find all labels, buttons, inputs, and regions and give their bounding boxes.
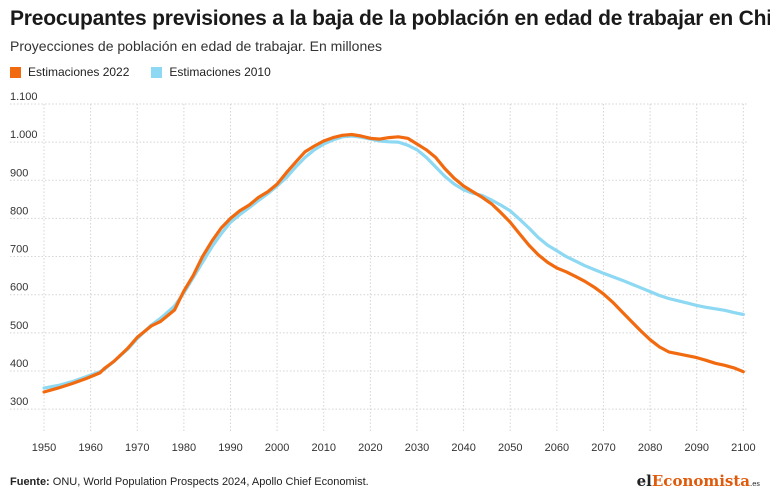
logo-part-economista: Economista (651, 472, 751, 490)
x-tick-label: 2020 (358, 442, 382, 454)
y-tick-label: 1.000 (10, 129, 38, 141)
legend-swatch-2022 (10, 66, 21, 78)
y-tick-label: 700 (10, 244, 28, 256)
x-tick-label: 1950 (32, 442, 56, 454)
source-note: Fuente: ONU, World Population Prospects … (10, 476, 369, 488)
y-tick-label: 900 (10, 167, 28, 179)
x-tick-label: 2090 (684, 442, 708, 454)
x-axis-ticks: 1950 1960 1970 1980 1990 2000 2010 2020 2030 2040… (32, 442, 756, 454)
logo-part-es: .es (750, 480, 760, 488)
source-text: ONU, World Population Prospects 2024, Ap… (52, 476, 369, 488)
series-line-estimaciones-2010 (42, 134, 745, 390)
x-tick-label: 2000 (265, 442, 289, 454)
series-line-estimaciones-2022 (42, 132, 745, 394)
x-tick-label: 2060 (545, 442, 569, 454)
legend-swatch-2010 (151, 66, 163, 78)
source-label: Fuente: (10, 476, 50, 488)
y-tick-label: 600 (10, 282, 28, 294)
x-tick-label: 2040 (451, 442, 475, 454)
x-tick-label: 2010 (311, 442, 335, 454)
x-tick-label: 2070 (591, 442, 615, 454)
x-tick-label: 1960 (78, 442, 102, 454)
y-tick-label: 400 (10, 358, 28, 370)
eleconomista-logo: elEconomista.es (637, 472, 760, 490)
y-tick-label: 1.100 (10, 91, 38, 103)
chart-title: Preocupantes previsiones a la baja de la… (10, 7, 770, 30)
x-tick-label: 2080 (638, 442, 662, 454)
grid-lines (10, 103, 748, 432)
x-tick-label: 2050 (498, 442, 522, 454)
x-tick-label: 2030 (405, 442, 429, 454)
y-tick-label: 800 (10, 205, 28, 217)
legend-label-2022: Estimaciones 2022 (28, 65, 130, 79)
legend-item-2010: Estimaciones 2010 (151, 65, 271, 79)
chart-subtitle: Proyecciones de población en edad de tra… (10, 38, 383, 54)
x-tick-label: 1970 (125, 442, 149, 454)
x-tick-label: 2100 (731, 442, 755, 454)
legend: Estimaciones 2022 Estimaciones 2010 (10, 65, 271, 79)
x-tick-label: 1990 (218, 442, 242, 454)
y-axis-ticks: 300 400 500 600 700 800 900 1.000 1.100 (10, 91, 38, 408)
y-tick-label: 300 (10, 396, 28, 408)
legend-item-2022: Estimaciones 2022 (10, 65, 129, 79)
series-lines (42, 132, 745, 394)
legend-label-2010: Estimaciones 2010 (169, 65, 271, 79)
logo-part-el: el (636, 472, 652, 490)
x-tick-label: 1980 (172, 442, 196, 454)
y-tick-label: 500 (10, 320, 28, 332)
